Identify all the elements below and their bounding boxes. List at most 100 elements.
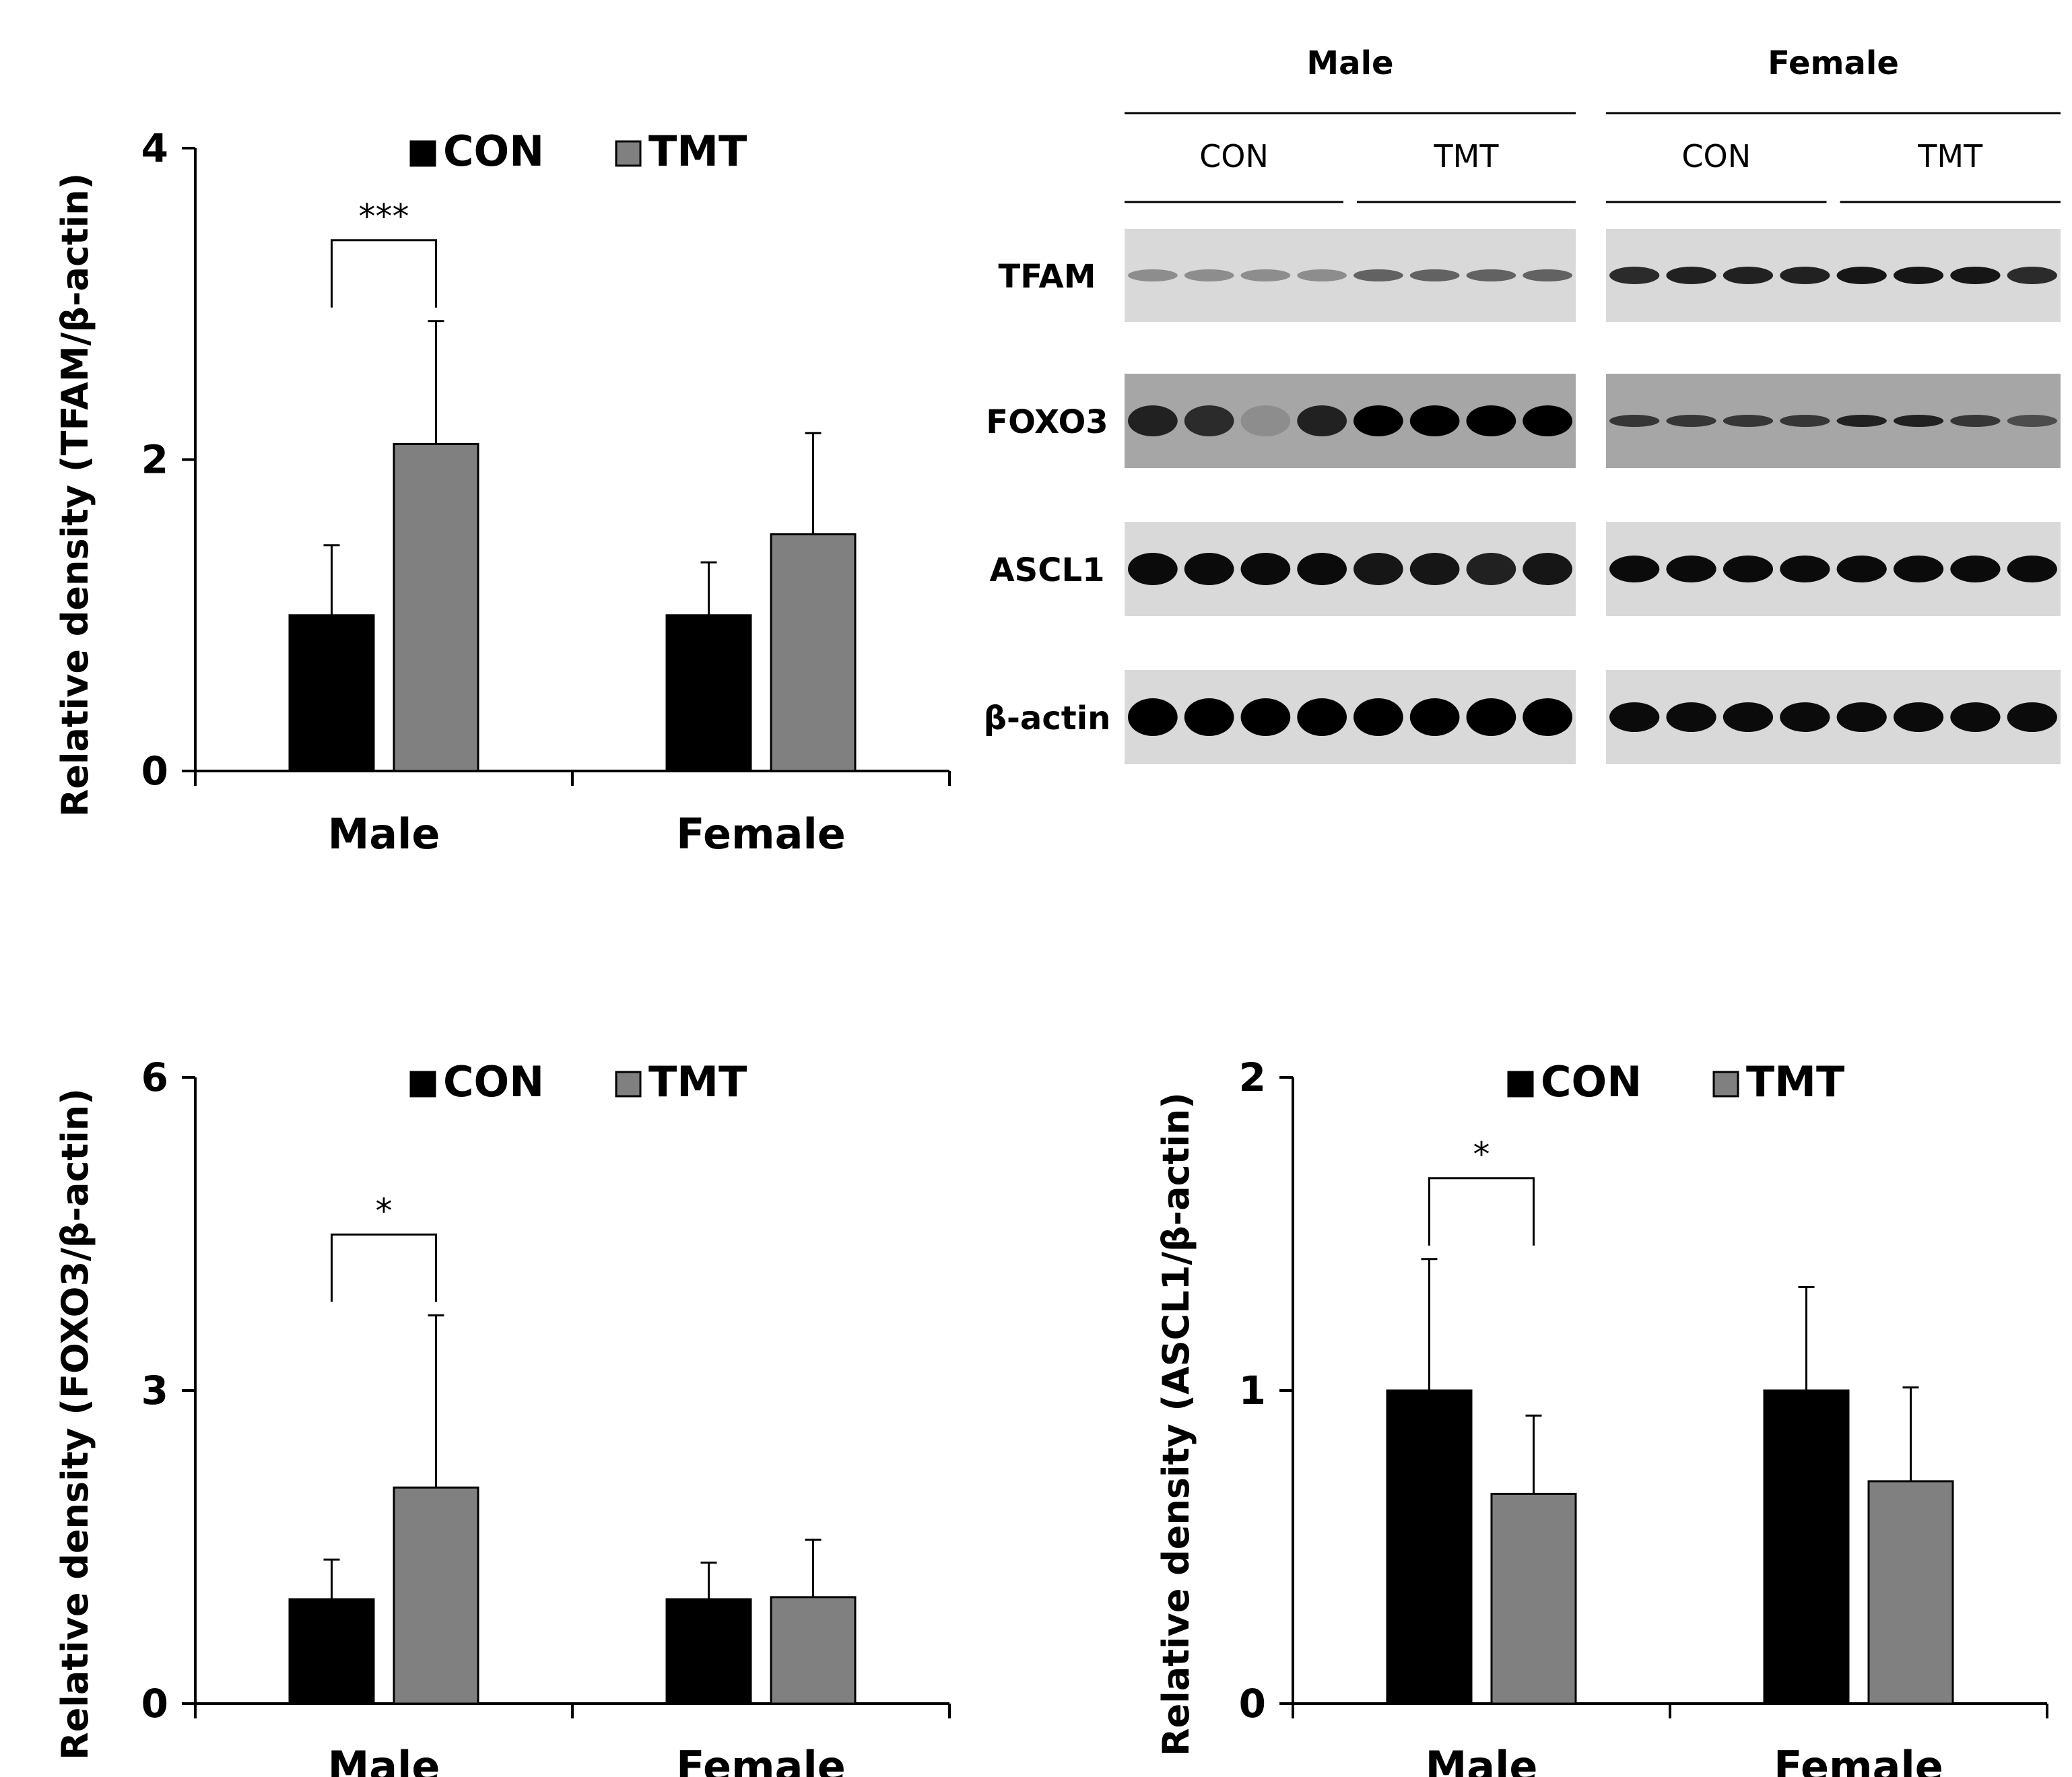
bar-tmt-female <box>1867 1480 1954 1705</box>
y-axis-label: Relative density (TFAM/β-actin) <box>54 173 96 817</box>
y-axis-label: Relative density (ASCL1/β-actin) <box>1155 1092 1197 1756</box>
legend-swatch-con <box>1507 1071 1534 1098</box>
legend-label-con: CON <box>1541 1057 1642 1106</box>
blot-band-tfam-female-lane-4 <box>1780 267 1830 284</box>
bar-tmt-male <box>393 442 479 772</box>
blot-band-foxo3-male-lane-5 <box>1354 405 1403 436</box>
blot-band-ascl1-female-lane-1 <box>1609 556 1660 582</box>
blot-band-actin-female-lane-6 <box>1893 702 1944 732</box>
significance-label: *** <box>359 197 409 236</box>
blot-band-tfam-male-lane-3 <box>1240 269 1291 281</box>
blot-band-foxo3-female-lane-3 <box>1723 415 1774 427</box>
blot-band-tfam-male-lane-7 <box>1466 269 1516 281</box>
blot-band-actin-female-lane-4 <box>1780 702 1830 732</box>
significance-label: * <box>1473 1135 1490 1174</box>
y-axis-label: Relative density (FOXO3/β-actin) <box>54 1088 96 1760</box>
bar-con-male <box>288 614 375 772</box>
blot-band-ascl1-male-lane-1 <box>1128 553 1178 585</box>
x-tick-label-female: Female <box>676 809 846 859</box>
y-tick-label: 6 <box>141 1054 168 1100</box>
blot-band-foxo3-female-lane-7 <box>1950 415 2001 427</box>
blot-band-foxo3-male-lane-4 <box>1297 405 1347 436</box>
blot-band-tfam-female-lane-6 <box>1893 267 1944 284</box>
blot-band-ascl1-male-lane-6 <box>1409 553 1460 585</box>
blot-band-foxo3-male-lane-7 <box>1466 405 1516 436</box>
blot-band-ascl1-female-lane-3 <box>1723 556 1774 582</box>
blot-band-foxo3-male-lane-1 <box>1128 405 1178 436</box>
blot-band-actin-female-lane-3 <box>1723 702 1774 732</box>
y-tick-label: 1 <box>1239 1368 1266 1413</box>
blot-band-foxo3-female-lane-2 <box>1666 415 1716 427</box>
x-tick-label-male: Male <box>1426 1742 1538 1777</box>
blot-protein-label-foxo3: FOXO3 <box>986 403 1108 441</box>
bar-tmt-female <box>770 533 857 772</box>
blot-group-male-con: CON <box>1199 138 1269 174</box>
significance-label: * <box>376 1191 393 1230</box>
bar-tmt-female <box>770 1596 857 1705</box>
y-tick-label: 0 <box>141 748 168 794</box>
blot-band-tfam-female-lane-2 <box>1666 267 1716 284</box>
x-tick-label-male: Male <box>328 1742 440 1777</box>
bar-con-male <box>1386 1389 1473 1705</box>
blot-band-actin-male-lane-3 <box>1240 698 1291 736</box>
x-tick-label-male: Male <box>328 809 440 859</box>
blot-band-ascl1-female-lane-6 <box>1893 556 1944 582</box>
blot-band-tfam-male-lane-4 <box>1297 269 1347 281</box>
legend-label-con: CON <box>443 1057 544 1106</box>
legend-label-tmt: TMT <box>1746 1057 1844 1106</box>
blot-band-foxo3-female-lane-4 <box>1780 415 1830 427</box>
blot-band-foxo3-male-lane-2 <box>1184 405 1234 436</box>
blot-group-female-con: CON <box>1681 138 1751 174</box>
blot-band-foxo3-male-lane-6 <box>1409 405 1460 436</box>
significance-bracket <box>331 239 437 308</box>
blot-band-actin-female-lane-1 <box>1609 702 1660 732</box>
blot-band-foxo3-male-lane-8 <box>1523 405 1572 436</box>
blot-band-ascl1-female-lane-2 <box>1666 556 1716 582</box>
blot-band-ascl1-male-lane-4 <box>1297 553 1347 585</box>
blot-band-tfam-female-lane-7 <box>1950 267 2001 284</box>
blot-band-actin-female-lane-2 <box>1666 702 1716 732</box>
blot-group-female-tmt: TMT <box>1917 138 1983 174</box>
blot-band-actin-female-lane-5 <box>1836 702 1887 732</box>
legend-label-tmt: TMT <box>648 1057 747 1106</box>
bar-tmt-male <box>1490 1492 1577 1705</box>
blot-band-ascl1-male-lane-2 <box>1184 553 1234 585</box>
tfam-chart: 0 2 4 Male *** Female Relative density (TFAM/β… <box>54 125 951 859</box>
blot-band-actin-male-lane-4 <box>1297 698 1347 736</box>
blot-band-foxo3-male-lane-3 <box>1240 405 1291 436</box>
blot-band-tfam-female-lane-5 <box>1836 267 1887 284</box>
bar-tmt-male <box>393 1486 479 1705</box>
blot-band-foxo3-female-lane-8 <box>2007 415 2057 427</box>
ascl1-chart: 0 1 2 Male * Female Relative density (ASCL1/β-… <box>1155 1054 2048 1777</box>
blot-band-actin-male-lane-7 <box>1466 698 1516 736</box>
blot-band-ascl1-male-lane-3 <box>1240 553 1291 585</box>
bar-con-female <box>665 1598 752 1705</box>
blot-band-ascl1-male-lane-8 <box>1523 553 1572 585</box>
y-tick-label: 4 <box>141 125 168 171</box>
legend-label-tmt: TMT <box>648 127 747 176</box>
significance-bracket <box>1428 1177 1535 1246</box>
blot-band-ascl1-male-lane-7 <box>1466 553 1516 585</box>
bar-con-female <box>665 614 752 772</box>
x-tick-label-female: Female <box>1774 1742 1943 1777</box>
blot-band-actin-female-lane-7 <box>1950 702 2001 732</box>
y-tick-label: 0 <box>1239 1681 1266 1726</box>
blot-band-actin-male-lane-8 <box>1523 698 1572 736</box>
blot-band-ascl1-male-lane-5 <box>1354 553 1403 585</box>
y-tick-label: 2 <box>1239 1054 1266 1100</box>
blot-band-foxo3-female-lane-5 <box>1836 415 1887 427</box>
blot-band-actin-female-lane-8 <box>2007 702 2057 732</box>
foxo3-chart: 0 3 6 Male * Female Relative density (FOXO3/β-… <box>54 1054 951 1777</box>
blot-band-actin-male-lane-5 <box>1354 698 1403 736</box>
blot-header-male: Male <box>1306 44 1393 82</box>
significance-bracket <box>331 1233 437 1302</box>
blot-band-tfam-male-lane-1 <box>1128 269 1178 281</box>
blot-band-tfam-male-lane-6 <box>1409 269 1460 281</box>
blot-protein-label-tfam: TFAM <box>999 258 1096 296</box>
blot-group-male-tmt: TMT <box>1434 138 1500 174</box>
western-blot-panel: Male CON TMT Female CON TMT TFAM FOXO3 ASCL1 β-ac… <box>984 44 2061 764</box>
legend-swatch-con <box>409 1071 436 1098</box>
blot-band-tfam-male-lane-8 <box>1523 269 1572 281</box>
y-tick-label: 0 <box>141 1681 168 1726</box>
